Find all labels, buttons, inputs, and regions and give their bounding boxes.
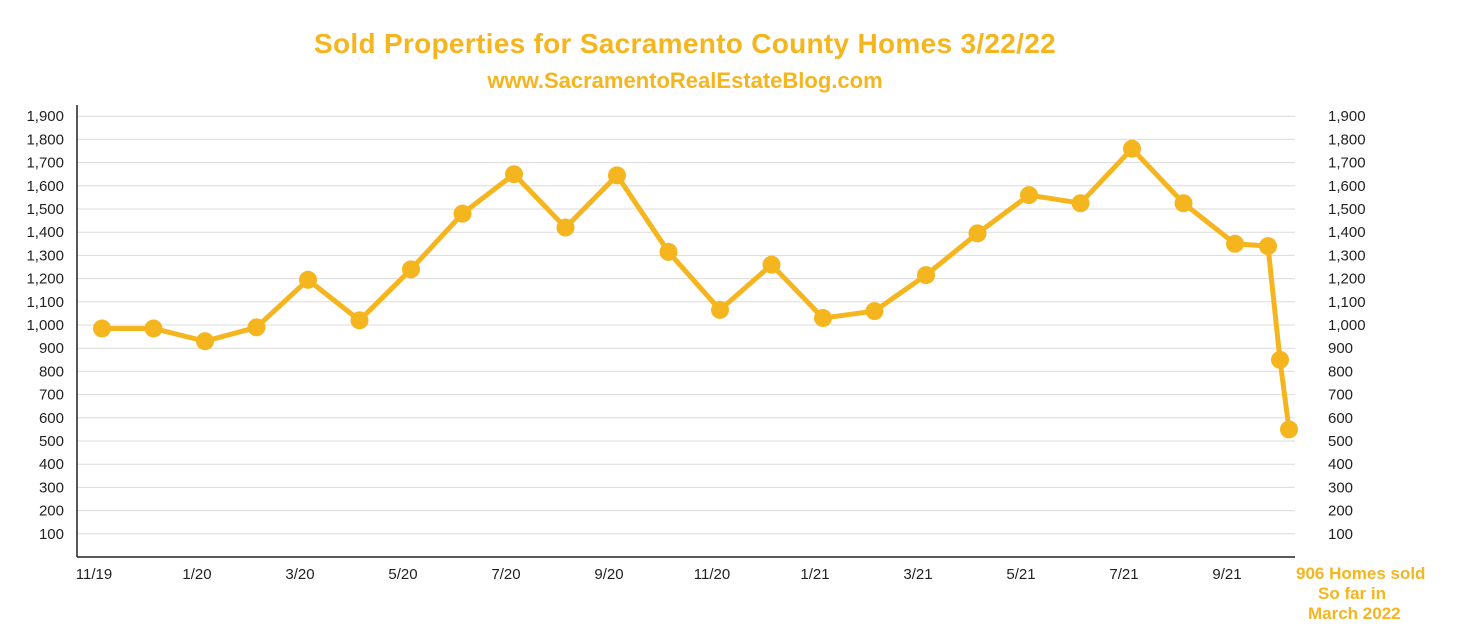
data-point-12-19 [144,319,163,338]
data-point-12-21 [1280,420,1298,439]
data-point-6-20 [453,204,472,223]
data-point-1-20 [196,332,214,351]
x-tick-3-21: 3/21 [903,566,932,583]
x-tick-7-20: 7/20 [491,566,520,583]
data-point-9-20 [608,166,626,185]
data-point-10-21 [1259,237,1277,256]
x-tick-11-19: 11/19 [76,566,112,583]
y-tick-left-1900: 1,900 [26,108,64,125]
y-tick-right-400: 400 [1328,456,1353,473]
x-tick-7-21: 7/21 [1109,566,1138,583]
annotation-line-1: 906 Homes sold [1296,564,1426,583]
data-point-2-21 [865,302,884,321]
chart-title: Sold Properties for Sacramento County Ho… [314,28,1056,59]
y-tick-right-1500: 1,500 [1328,201,1366,218]
y-tick-left-1500: 1,500 [26,201,64,218]
y-tick-right-900: 900 [1328,340,1353,357]
y-tick-right-1700: 1,700 [1328,155,1366,172]
data-point-3-21 [917,266,935,285]
y-axis-right-ticks: 100 200 300 400 500 600 700 800 900 1,000 1,100 1,2… [1328,108,1366,543]
y-tick-right-1900: 1,900 [1328,108,1366,125]
data-point-10-20 [659,242,678,261]
y-tick-right-200: 200 [1328,503,1353,520]
series-line [99,146,1292,432]
gridlines [77,115,1295,535]
data-point-6-21 [1071,194,1090,213]
x-tick-1-20: 1/20 [182,566,211,583]
x-tick-9-21: 9/21 [1212,566,1241,583]
y-tick-left-600: 600 [39,410,64,427]
y-tick-left-1400: 1,400 [26,224,64,241]
y-axis-left-ticks: 100 200 300 400 500 600 700 800 900 1,000 1,100 1,2… [26,108,64,543]
y-tick-right-800: 800 [1328,363,1353,380]
annotation-line-3: March 2022 [1308,604,1401,623]
x-tick-5-20: 5/20 [388,566,417,583]
y-tick-left-1200: 1,200 [26,271,64,288]
data-point-8-21 [1174,194,1193,213]
y-tick-right-600: 600 [1328,410,1353,427]
data-point-4-20 [350,311,369,330]
y-tick-left-100: 100 [39,526,64,543]
y-tick-right-1400: 1,400 [1328,224,1366,241]
data-point-2-20 [247,318,266,337]
data-point-11-21 [1271,350,1289,369]
y-tick-right-1200: 1,200 [1328,271,1366,288]
y-tick-left-1700: 1,700 [26,155,64,172]
y-tick-left-400: 400 [39,456,64,473]
series-sold-properties [93,139,1298,439]
y-tick-right-500: 500 [1328,433,1353,450]
y-tick-right-1000: 1,000 [1328,317,1366,334]
data-point-11-20 [711,300,729,319]
data-point-7-21 [1123,139,1141,158]
data-point-11-19 [93,319,111,338]
y-tick-right-700: 700 [1328,387,1353,404]
y-tick-right-300: 300 [1328,479,1353,496]
y-tick-left-500: 500 [39,433,64,450]
data-point-5-20 [402,260,420,279]
axes [76,105,1295,558]
annotation-march-2022: 906 Homes sold So far in March 2022 [1296,564,1456,624]
y-tick-left-1800: 1,800 [26,131,64,148]
data-point-8-20 [556,218,575,237]
x-tick-1-21: 1/21 [800,566,829,583]
annotation-line-2: So far in [1318,584,1387,603]
y-tick-right-1100: 1,100 [1328,294,1366,311]
y-tick-right-100: 100 [1328,526,1353,543]
data-point-5-21 [1020,186,1038,205]
data-point-4-21 [968,224,987,243]
y-tick-right-1800: 1,800 [1328,131,1366,148]
x-axis-ticks: 11/19 1/20 3/20 5/20 7/20 9/20 11/20 1/21 3/21 5/… [76,566,1242,583]
data-point-9-21 [1226,234,1244,253]
y-tick-left-200: 200 [39,503,64,520]
x-tick-5-21: 5/21 [1006,566,1035,583]
data-point-1-21 [814,309,832,328]
chart-subtitle: www.SacramentoRealEstateBlog.com [487,68,883,93]
x-tick-9-20: 9/20 [594,566,623,583]
x-tick-3-20: 3/20 [285,566,314,583]
x-tick-11-20: 11/20 [694,566,730,583]
data-point-12-20 [762,255,781,274]
y-tick-left-1600: 1,600 [26,178,64,195]
data-point-7-20 [505,165,523,184]
y-tick-right-1300: 1,300 [1328,247,1366,264]
data-point-3-20 [299,270,317,289]
y-tick-left-800: 800 [39,363,64,380]
y-tick-left-300: 300 [39,479,64,496]
y-tick-right-1600: 1,600 [1328,178,1366,195]
y-tick-left-700: 700 [39,387,64,404]
y-tick-left-1000: 1,000 [26,317,64,334]
y-tick-left-900: 900 [39,340,64,357]
y-tick-left-1100: 1,100 [26,294,64,311]
y-tick-left-1300: 1,300 [26,247,64,264]
